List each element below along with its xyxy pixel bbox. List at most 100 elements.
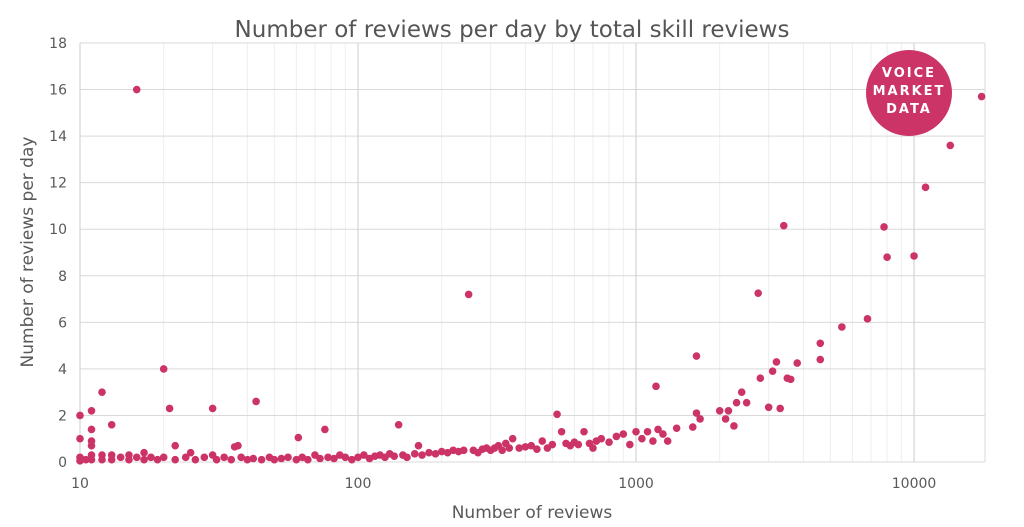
y-tick-label: 18 <box>49 36 67 52</box>
data-point <box>776 404 784 413</box>
data-point <box>838 323 846 331</box>
data-point <box>360 451 368 459</box>
data-point <box>696 415 704 423</box>
tick-labels: 0 2 4 6 8 10 12 14 16 18 10 100 1000 10000 <box>49 36 936 492</box>
data-point <box>754 289 762 298</box>
data-point <box>538 437 547 445</box>
data-point <box>643 427 652 436</box>
data-point <box>737 388 746 396</box>
data-point <box>208 404 217 413</box>
data-point <box>742 398 751 407</box>
data-point <box>200 453 209 462</box>
data-point <box>132 453 141 462</box>
data-point <box>880 223 888 231</box>
grid <box>79 42 986 463</box>
data-point <box>597 434 606 443</box>
y-tick-label: 14 <box>49 129 67 145</box>
data-point <box>140 448 148 457</box>
data-point <box>527 441 536 450</box>
data-point <box>354 453 362 462</box>
data-point <box>589 444 597 452</box>
data-point <box>508 434 517 443</box>
y-axis-title: Number of reviews per day <box>18 137 38 368</box>
data-point <box>125 455 133 464</box>
data-point <box>348 455 356 464</box>
data-point <box>87 425 96 434</box>
data-point <box>227 455 236 464</box>
data-point <box>659 430 667 438</box>
data-point <box>764 403 773 412</box>
data-point <box>316 454 324 463</box>
data-point <box>612 432 621 441</box>
data-point <box>410 450 419 458</box>
x-tick-label: 1000 <box>618 476 654 492</box>
data-point <box>186 448 195 457</box>
data-points <box>76 85 986 465</box>
data-point <box>270 455 279 464</box>
data-point <box>724 406 733 415</box>
y-tick-label: 10 <box>49 222 67 238</box>
data-point <box>663 437 672 445</box>
data-point <box>418 451 426 459</box>
data-point <box>730 422 738 430</box>
data-point <box>946 141 955 150</box>
logo-text-line: VOICE <box>882 66 936 81</box>
data-point <box>692 352 701 360</box>
data-point <box>548 440 557 449</box>
data-point <box>431 450 440 458</box>
chart-title: Number of reviews per day by total skill… <box>235 17 790 43</box>
data-point <box>580 427 588 436</box>
data-point <box>910 252 918 260</box>
data-point <box>165 404 174 413</box>
data-point <box>341 453 350 462</box>
data-point <box>688 423 697 431</box>
data-point <box>284 453 292 462</box>
data-point <box>107 455 116 464</box>
data-point <box>883 253 891 261</box>
y-tick-label: 16 <box>49 83 67 99</box>
data-point <box>414 441 423 450</box>
data-point <box>153 455 162 464</box>
data-point <box>533 445 541 453</box>
data-point <box>87 455 96 464</box>
data-point <box>171 455 179 464</box>
data-point <box>786 375 795 384</box>
data-point <box>147 453 155 462</box>
data-point <box>649 437 657 445</box>
data-point <box>171 441 179 450</box>
data-point <box>692 409 701 417</box>
data-point <box>257 455 266 464</box>
data-point <box>425 448 433 457</box>
data-point <box>779 221 788 230</box>
data-point <box>294 433 303 442</box>
x-tick-label: 10 <box>71 476 89 492</box>
data-point <box>252 397 260 406</box>
data-point <box>159 453 168 462</box>
voice-market-data-logo: VOICE MARKET DATA <box>866 50 952 136</box>
data-point <box>394 420 403 429</box>
data-point <box>140 455 148 464</box>
data-point <box>756 374 765 383</box>
y-tick-label: 4 <box>58 362 67 378</box>
y-tick-label: 6 <box>58 315 67 331</box>
data-point <box>977 92 986 101</box>
data-point <box>619 430 628 438</box>
data-point <box>521 443 530 451</box>
data-point <box>652 382 660 391</box>
data-point <box>82 455 90 464</box>
data-point <box>626 440 634 449</box>
data-point <box>132 85 141 94</box>
logo-text-line: DATA <box>886 102 932 117</box>
x-tick-label: 100 <box>345 476 372 492</box>
data-point <box>277 454 286 463</box>
data-point <box>437 447 446 456</box>
data-point <box>191 455 200 464</box>
data-point <box>459 446 468 455</box>
data-point <box>553 410 561 419</box>
x-tick-label: 10000 <box>892 476 937 492</box>
data-point <box>76 434 84 443</box>
data-point <box>181 453 190 462</box>
data-point <box>212 455 221 464</box>
